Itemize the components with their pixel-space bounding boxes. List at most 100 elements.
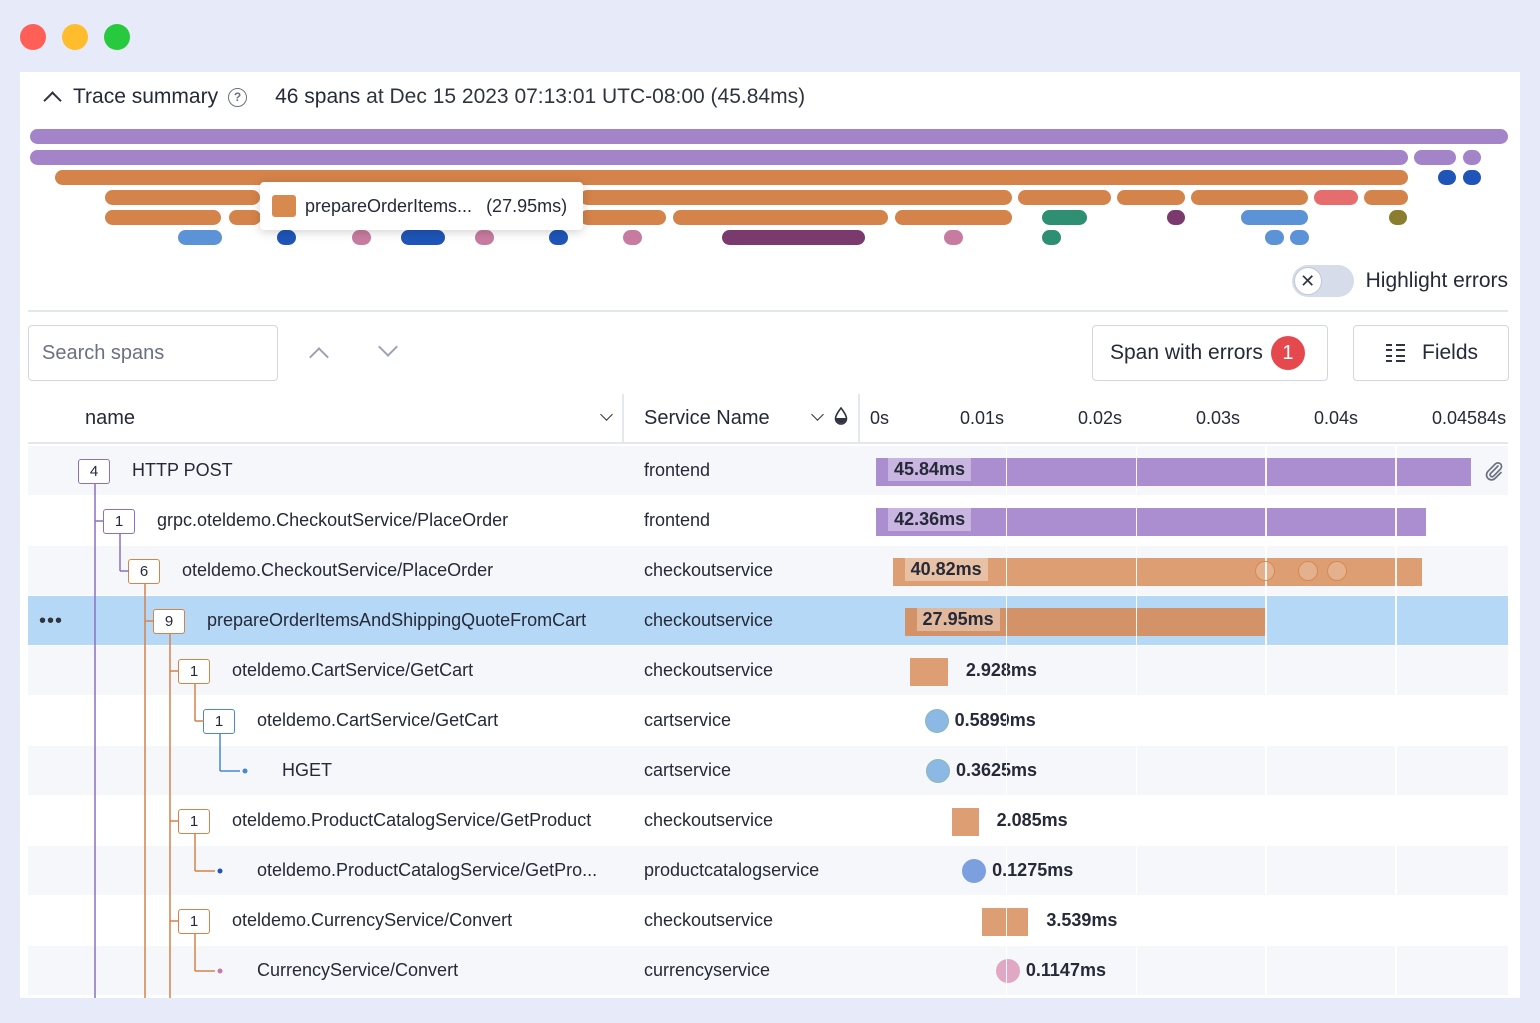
window-close-button[interactable] — [20, 24, 46, 50]
fields-button[interactable]: Fields — [1353, 325, 1509, 381]
minimap-span[interactable] — [277, 230, 296, 245]
minimap-span[interactable] — [1290, 230, 1309, 245]
minimap-span[interactable] — [1191, 190, 1308, 205]
minimap-span[interactable] — [623, 230, 642, 245]
minimap-span[interactable] — [178, 230, 222, 245]
span-duration-bar[interactable] — [982, 908, 1029, 936]
child-count-toggle[interactable]: 1 — [103, 509, 135, 534]
minimap-span[interactable] — [895, 210, 1012, 225]
trace-minimap[interactable] — [20, 122, 1520, 252]
search-spans-input[interactable] — [28, 325, 278, 381]
span-name[interactable]: HTTP POST — [132, 460, 233, 480]
span-name[interactable]: HGET — [282, 760, 333, 780]
span-name[interactable]: CurrencyService/Convert — [257, 960, 459, 980]
span-name[interactable]: oteldemo.CheckoutService/PlaceOrder — [182, 560, 494, 580]
minimap-error-span[interactable] — [1314, 190, 1358, 205]
minimap-span[interactable] — [229, 210, 261, 225]
highlight-errors-toggle[interactable]: ✕ — [1291, 265, 1354, 297]
span-duration-bar[interactable] — [951, 808, 979, 836]
minimap-span[interactable] — [401, 230, 445, 245]
table-row[interactable]: oteldemo.ProductCatalogService/GetPro...… — [28, 846, 1508, 896]
timeline-tick: 0.02s — [1078, 408, 1123, 428]
minimap-span[interactable] — [1438, 170, 1456, 185]
minimap-span[interactable] — [1117, 190, 1185, 205]
window-zoom-button[interactable] — [104, 24, 130, 50]
table-row[interactable]: 1 oteldemo.CurrencyService/Convert checkou… — [28, 896, 1508, 946]
table-row[interactable]: CurrencyService/Convert currencyservice 0.… — [28, 946, 1508, 996]
table-row[interactable]: ••• 9 prepareOrderItemsAndShippingQuoteFro… — [28, 596, 1508, 646]
child-count-toggle[interactable]: 9 — [153, 609, 185, 634]
span-event-marker[interactable] — [1298, 561, 1318, 581]
column-separator[interactable] — [622, 394, 624, 444]
minimap-span[interactable] — [105, 210, 221, 225]
table-row[interactable]: 1 oteldemo.CartService/GetCart cartservice… — [28, 696, 1508, 746]
service-name: checkoutservice — [644, 810, 774, 830]
child-count-toggle[interactable]: 4 — [78, 459, 110, 484]
span-name[interactable]: oteldemo.CartService/GetCart — [257, 710, 499, 730]
minimap-span[interactable] — [105, 190, 260, 205]
table-row[interactable]: 1 grpc.oteldemo.CheckoutService/PlaceOrde… — [28, 496, 1508, 546]
service-name: cartservice — [644, 760, 732, 780]
span-name[interactable]: oteldemo.CartService/GetCart — [232, 660, 474, 680]
span-duration-marker[interactable] — [962, 859, 987, 883]
span-name[interactable]: prepareOrderItemsAndShippingQuoteFromCar… — [207, 610, 587, 630]
minimap-span[interactable] — [1389, 210, 1407, 225]
minimap-span[interactable] — [1364, 190, 1408, 205]
minimap-span[interactable] — [352, 230, 371, 245]
table-row[interactable]: HGET cartservice 0.3625ms — [28, 746, 1508, 796]
minimap-span[interactable] — [1042, 210, 1087, 225]
color-drop-icon[interactable] — [834, 407, 848, 425]
span-name[interactable]: oteldemo.ProductCatalogService/GetProduc… — [232, 810, 592, 830]
span-duration-bar[interactable] — [876, 458, 1471, 486]
span-name[interactable]: oteldemo.ProductCatalogService/GetPro... — [257, 860, 598, 880]
window-minimize-button[interactable] — [62, 24, 88, 50]
span-duration-bar[interactable] — [904, 608, 1268, 636]
minimap-span[interactable] — [722, 230, 865, 245]
table-row[interactable]: 1 oteldemo.ProductCatalogService/GetProdu… — [28, 796, 1508, 846]
span-duration-marker[interactable] — [925, 759, 950, 783]
minimap-span[interactable] — [1463, 170, 1481, 185]
span-event-marker[interactable] — [1327, 561, 1347, 581]
minimap-span[interactable] — [944, 230, 963, 245]
table-row[interactable]: 4 HTTP POST frontend 45.84ms — [28, 446, 1508, 496]
minimap-span[interactable] — [1018, 190, 1111, 205]
span-duration-bar[interactable] — [876, 508, 1426, 536]
minimap-span[interactable] — [1167, 210, 1185, 225]
span-name[interactable]: grpc.oteldemo.CheckoutService/PlaceOrder — [157, 510, 509, 530]
minimap-span[interactable] — [1241, 210, 1308, 225]
child-count-toggle[interactable]: 6 — [128, 559, 160, 584]
minimap-span[interactable] — [475, 230, 494, 245]
attachment-icon[interactable] — [1483, 460, 1505, 482]
minimap-span[interactable] — [30, 150, 1408, 165]
minimap-span[interactable] — [580, 190, 1012, 205]
minimap-span[interactable] — [1265, 230, 1284, 245]
chevron-down-icon[interactable] — [600, 408, 613, 421]
column-header-name[interactable]: name — [85, 407, 136, 429]
span-with-errors-button[interactable]: Span with errors 1 — [1092, 325, 1328, 381]
minimap-span[interactable] — [55, 170, 1408, 185]
column-header-service[interactable]: Service Name — [644, 407, 770, 429]
span-duration-marker[interactable] — [995, 959, 1020, 983]
child-count-toggle[interactable]: 1 — [178, 809, 210, 834]
collapse-chevron-icon[interactable] — [43, 91, 62, 110]
span-event-marker[interactable] — [1255, 561, 1275, 581]
minimap-span[interactable] — [30, 129, 1508, 144]
minimap-span[interactable] — [1414, 150, 1456, 165]
span-duration-bar[interactable] — [909, 658, 948, 686]
previous-match-chevron-up-icon[interactable] — [309, 347, 329, 367]
minimap-span[interactable] — [580, 210, 666, 225]
minimap-span[interactable] — [1463, 150, 1481, 165]
help-icon[interactable]: ? — [228, 87, 248, 107]
chevron-down-icon[interactable] — [811, 408, 824, 421]
span-name[interactable]: oteldemo.CurrencyService/Convert — [232, 910, 513, 930]
table-row[interactable]: 1 oteldemo.CartService/GetCart checkoutser… — [28, 646, 1508, 696]
next-match-chevron-down-icon[interactable] — [378, 337, 398, 357]
tooltip-duration: (27.95ms) — [486, 195, 568, 216]
minimap-span[interactable] — [673, 210, 888, 225]
minimap-span[interactable] — [1042, 230, 1061, 245]
span-duration: 3.539ms — [1046, 910, 1118, 930]
column-separator[interactable] — [858, 394, 860, 444]
span-duration-marker[interactable] — [924, 709, 949, 733]
minimap-span[interactable] — [549, 230, 568, 245]
error-count-badge: 1 — [1270, 336, 1305, 370]
